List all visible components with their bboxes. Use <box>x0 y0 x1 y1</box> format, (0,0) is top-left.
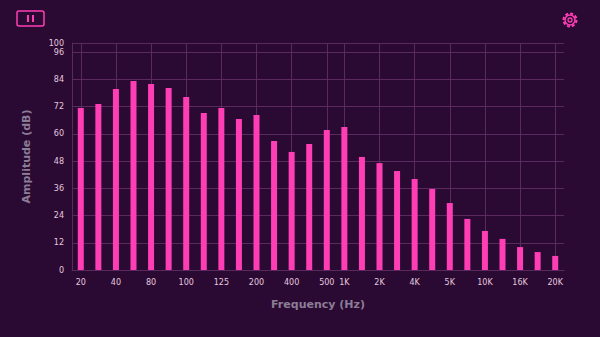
svg-text:60: 60 <box>54 129 64 138</box>
svg-text:125: 125 <box>214 278 229 287</box>
svg-text:96: 96 <box>54 48 64 57</box>
svg-text:200: 200 <box>249 278 264 287</box>
svg-text:2K: 2K <box>374 278 385 287</box>
svg-text:24: 24 <box>54 211 64 220</box>
svg-text:5K: 5K <box>445 278 456 287</box>
svg-text:48: 48 <box>54 157 64 166</box>
svg-text:0: 0 <box>59 266 64 275</box>
svg-text:Amplitude (dB): Amplitude (dB) <box>20 110 33 204</box>
svg-text:400: 400 <box>284 278 299 287</box>
svg-text:20: 20 <box>76 278 86 287</box>
svg-text:12: 12 <box>54 238 64 247</box>
svg-text:4K: 4K <box>409 278 420 287</box>
svg-text:72: 72 <box>54 102 64 111</box>
svg-text:16K: 16K <box>512 278 528 287</box>
svg-text:36: 36 <box>54 184 64 193</box>
svg-text:100: 100 <box>49 39 64 48</box>
svg-text:10K: 10K <box>477 278 493 287</box>
svg-text:20K: 20K <box>547 278 563 287</box>
svg-text:Frequency (Hz): Frequency (Hz) <box>271 298 365 311</box>
svg-text:80: 80 <box>146 278 156 287</box>
svg-text:100: 100 <box>179 278 194 287</box>
svg-text:1K: 1K <box>339 278 350 287</box>
svg-text:500: 500 <box>319 278 334 287</box>
svg-text:84: 84 <box>54 75 64 84</box>
svg-text:40: 40 <box>111 278 121 287</box>
